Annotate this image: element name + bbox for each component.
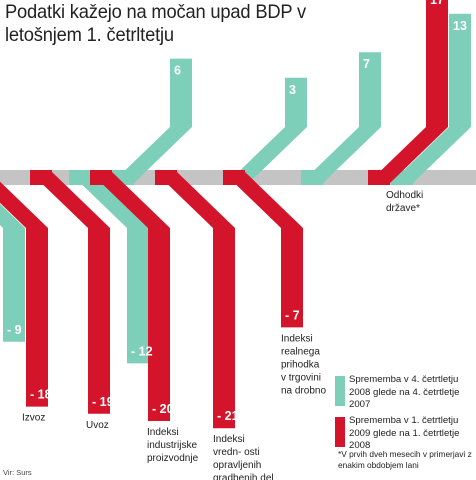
source-credit: Vir: Surs (3, 468, 32, 477)
chart-title: Podatki kažejo na močan upad BDP v letoš… (5, 1, 307, 46)
legend-label-2009: Sprememba v 1. četrtletju 2009 glede na … (349, 415, 460, 451)
value-label-2009-0: - 18 (30, 388, 52, 402)
value-label-2008-5: 13 (453, 19, 467, 33)
category-label-0: Izvoz (22, 413, 45, 424)
value-label-2009-1: - 19 (92, 395, 114, 409)
category-label-2: Indeksi industrijske proizvodnje (147, 427, 199, 464)
legend-label-2008: Sprememba v 4. četrtletju 2008 glede na … (349, 374, 460, 410)
ribbon-2009-3 (155, 170, 235, 429)
legend-swatch-2008 (335, 376, 345, 406)
ribbon-2009-1 (30, 170, 110, 414)
category-label-1: Uvoz (86, 420, 109, 431)
ribbon-2008-4 (301, 52, 381, 186)
ribbon-2008-5 (391, 13, 471, 185)
value-label-2008-4: 7 (363, 57, 370, 71)
value-label-2008-1: 6 (174, 64, 181, 78)
value-label-2009-3: - 21 (217, 409, 239, 423)
ribbon-2008-1 (112, 58, 192, 185)
value-label-2008-3: 3 (289, 83, 296, 97)
ribbon-2009-0 (0, 181, 48, 407)
ribbon-2009-2 (90, 170, 170, 421)
ribbon-2009-4 (223, 170, 303, 328)
footnote: *V prvih dveh mesecih v primerjavi z ena… (338, 449, 472, 470)
category-label-3: Indeksi vredn- osti opravljenih gradbenih d… (213, 434, 274, 480)
value-label-2009-5: 17 (430, 0, 444, 7)
value-label-2009-4: - 7 (285, 308, 300, 322)
value-label-2008-0: - 9 (7, 323, 22, 337)
ribbon-2008-3 (227, 77, 307, 185)
legend-swatch-2009 (335, 417, 345, 447)
ribbon-2009-5 (368, 0, 448, 185)
ribbon-2008-0 (0, 203, 25, 342)
value-label-2008-2: - 12 (131, 344, 153, 358)
category-label-5: Odhodki države* (386, 190, 423, 214)
category-label-4: Indeksi realnega prihodka v trgovini na drob… (281, 333, 326, 396)
ribbon-2008-2 (69, 170, 149, 364)
value-label-2009-2: - 20 (152, 402, 174, 416)
